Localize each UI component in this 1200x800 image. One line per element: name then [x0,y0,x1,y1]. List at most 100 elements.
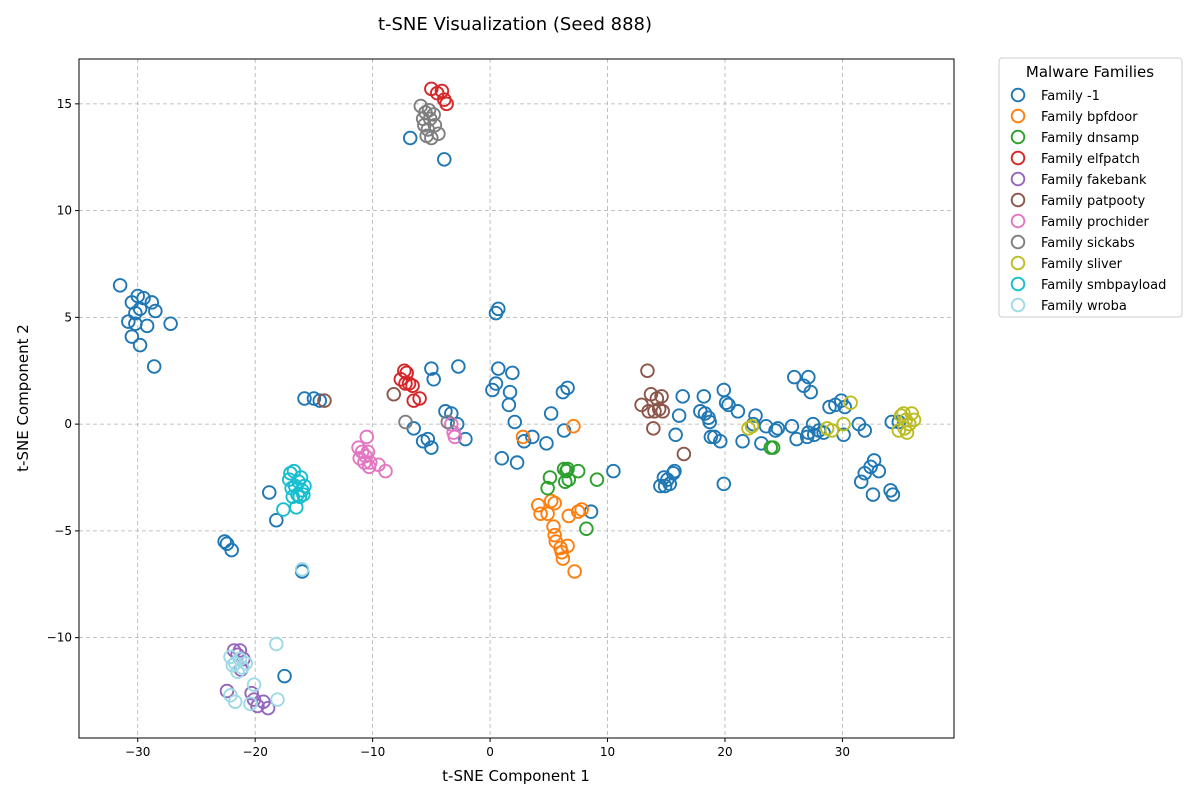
data-point [260,700,276,716]
data-point [424,440,439,455]
data-point [132,337,148,353]
data-point [412,391,427,406]
data-point [896,406,911,421]
data-point [458,431,473,447]
data-point [579,521,594,536]
data-point [235,660,250,675]
data-point [227,694,243,709]
data-point [144,295,160,310]
data-point [354,444,370,460]
data-point [217,534,232,549]
x-axis-label: t-SNE Component 1 [442,767,590,785]
data-point [646,421,661,436]
data-point [424,361,439,376]
data-point [885,487,901,502]
legend-label: Family smbpayload [1041,278,1166,293]
legend-marker [1010,213,1026,229]
legend-label: Family prochider [1041,215,1149,230]
axis-ticks: −30 −20 −10 0 10 20 30 −10 −5 0 5 10 15 [47,97,850,759]
data-point [803,384,818,400]
data-point [542,470,558,485]
data-point [238,656,254,671]
data-point [317,393,332,408]
data-point [543,406,559,421]
data-point [406,421,421,436]
y-tick-label: 5 [64,310,72,324]
y-tick-label: 15 [57,97,72,111]
data-point [378,463,393,479]
data-point [360,444,376,460]
data-point [765,440,781,455]
data-point [505,365,520,381]
series-family-1 [112,130,907,684]
data-point [768,423,783,438]
data-point [427,117,443,133]
data-point [574,502,589,517]
data-point [787,369,802,385]
legend-label: Family fakebank [1041,173,1147,188]
data-point [897,421,912,436]
legend-marker [1010,108,1026,124]
data-point [716,476,732,492]
legend-label: Family bpfdoor [1041,110,1138,125]
series-family-patpooty [317,363,692,462]
data-point [440,414,456,430]
legend-label: Family wroba [1041,299,1127,314]
series-family-elfpatch [393,81,454,408]
data-point [555,551,571,566]
data-point [312,393,328,408]
data-point [533,506,548,522]
data-point [654,389,669,404]
data-point [702,414,717,430]
grid-lines [79,59,954,738]
x-tick-label: −20 [243,745,268,759]
x-tick-label: 10 [600,745,615,759]
series-family-sliver [741,395,922,440]
legend-label: Family patpooty [1041,194,1146,209]
data-point [351,440,366,455]
data-point [902,416,917,432]
data-point [132,301,148,317]
data-point [530,498,546,513]
data-point [893,408,909,423]
data-point [799,429,815,445]
data-point [434,83,450,99]
data-point [675,389,690,404]
x-tick-label: 0 [486,745,494,759]
data-point [501,397,517,413]
data-point [853,474,869,490]
data-point [657,478,673,494]
data-point [363,455,378,470]
data-point [539,436,554,451]
data-point [148,303,163,319]
x-tick-label: −30 [125,745,150,759]
chart-title: t-SNE Visualization (Seed 888) [378,14,652,35]
data-point [386,386,402,402]
data-point [857,423,872,438]
legend-marker [1010,276,1026,292]
data-point [437,152,452,167]
data-point [735,433,750,449]
y-tick-label: 10 [57,204,72,218]
data-point [112,278,128,293]
legend-label: Family sliver [1041,257,1123,272]
data-point [421,102,437,118]
y-tick-label: 0 [64,417,72,431]
legend-label: Family dnsamp [1041,131,1139,146]
data-point [789,431,804,447]
data-point [676,446,692,462]
legend-marker [1010,129,1026,145]
data-point [871,463,887,479]
data-point [716,382,732,398]
data-point [219,683,235,699]
data-point [124,329,140,344]
data-point [667,463,682,479]
series-family-bpfdoor [515,419,589,579]
data-point [444,406,459,421]
data-point [556,423,572,438]
data-point [491,301,506,317]
legend-marker [1010,297,1026,313]
data-point [146,359,162,374]
series-family-smbpayload [276,463,312,517]
